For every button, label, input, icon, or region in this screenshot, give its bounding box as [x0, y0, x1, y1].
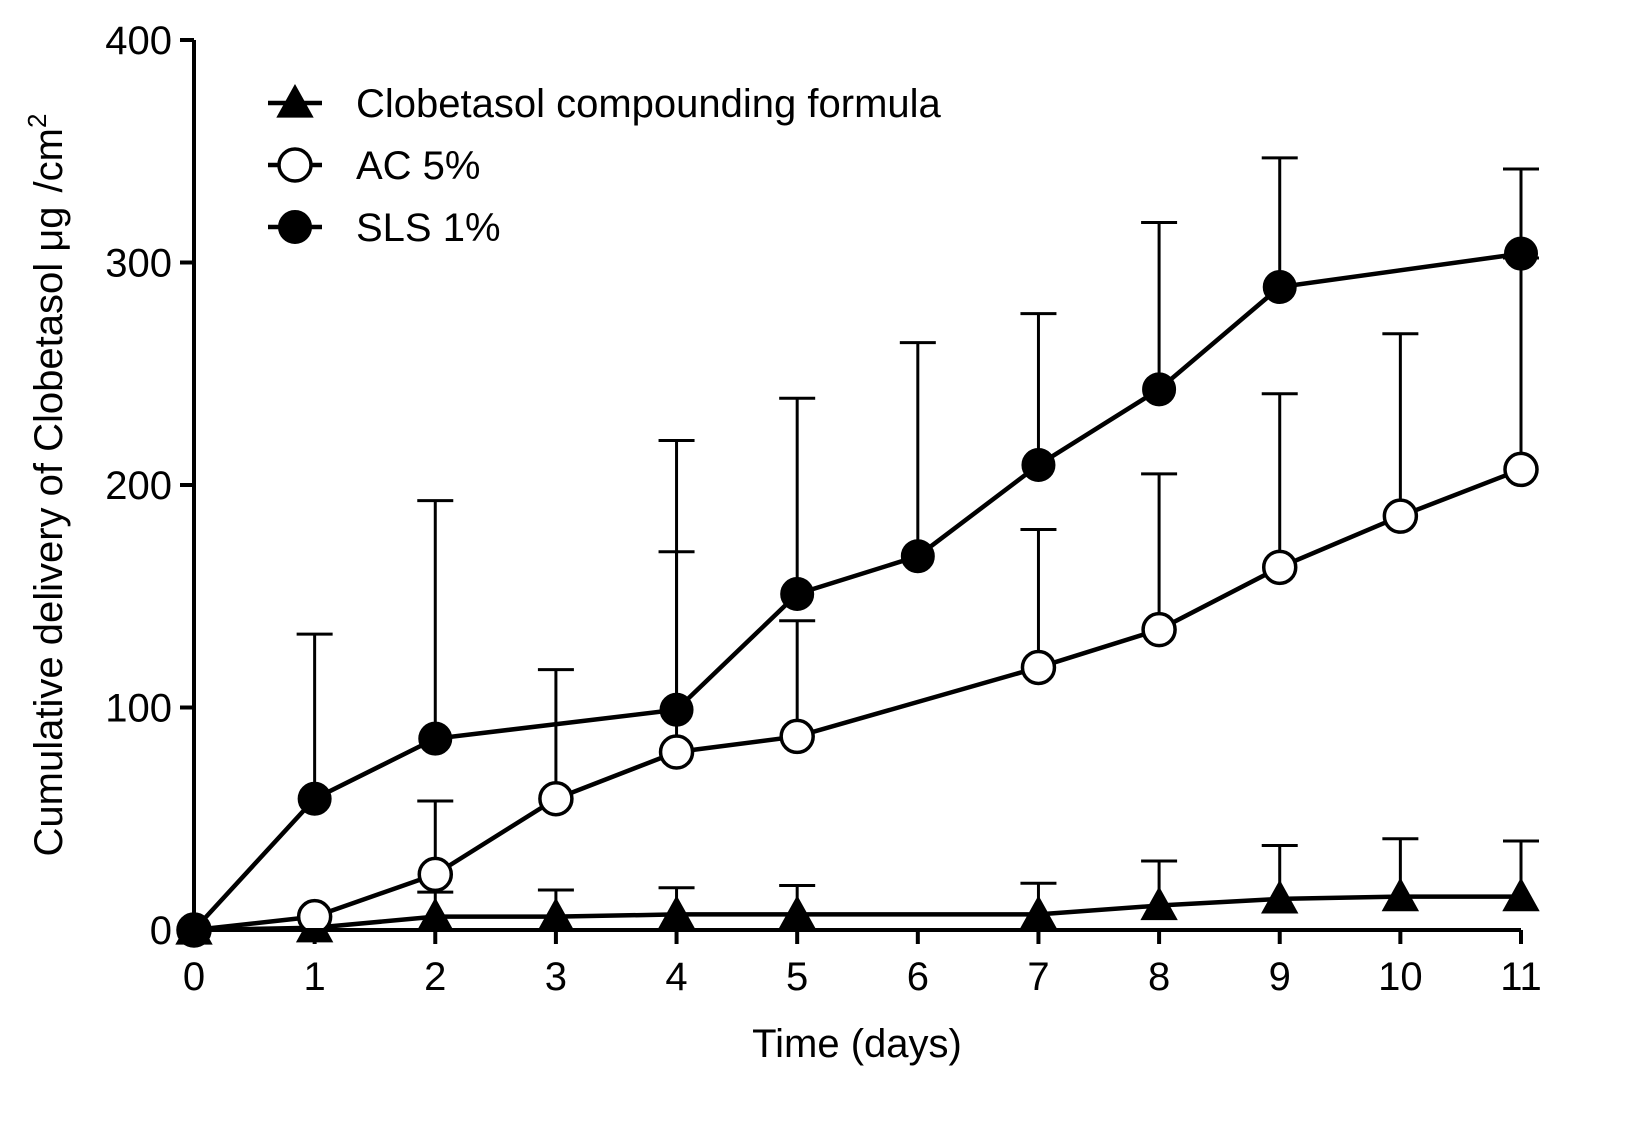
data-point-ac-5 [538, 780, 574, 817]
y-axis-title-main: Cumulative delivery of Clobetasol μg [27, 206, 71, 856]
series-line-sls-1 [192, 251, 1522, 932]
data-point-ac-5 [296, 898, 333, 935]
data-point-sls-1 [1142, 372, 1177, 407]
data-point-clobetasol-compounding-formula [1261, 879, 1299, 914]
x-tick-label: 4 [665, 955, 687, 999]
y-tick-label: 300 [105, 242, 172, 286]
x-tick-label: 0 [183, 955, 205, 999]
legend-label-sls-1: SLS 1% [356, 206, 501, 250]
y-axis-ticks: 0 100 200 300 400 [105, 19, 194, 953]
data-point-sls-1 [900, 539, 935, 574]
data-point-clobetasol-compounding-formula [1502, 877, 1540, 912]
data-point-clobetasol-compounding-formula [1381, 877, 1420, 912]
y-tick-label: 100 [105, 687, 172, 731]
x-tick-label: 8 [1148, 955, 1170, 999]
x-axis-title: Time (days) [752, 1022, 962, 1066]
data-point-ac-5 [1503, 451, 1539, 488]
data-markers [175, 236, 1540, 948]
data-point-ac-5 [1261, 549, 1298, 586]
legend-marker-ac-5 [277, 147, 313, 183]
x-tick-label: 5 [786, 955, 808, 999]
legend: Clobetasol compounding formula AC 5% SLS 1… [268, 82, 942, 250]
data-point-ac-5 [779, 718, 815, 755]
data-point-clobetasol-compounding-formula [1140, 886, 1178, 921]
series-line-ac-5 [193, 467, 1522, 933]
data-point-sls-1 [1021, 447, 1056, 482]
y-axis-title-sup: 2 [22, 114, 52, 128]
y-tick-label: 0 [150, 909, 172, 953]
legend-marker-sls-1 [278, 210, 312, 244]
data-point-ac-5 [1020, 649, 1057, 686]
x-tick-label: 11 [1500, 955, 1542, 999]
legend-label-clobetasol-compounding-formula: Clobetasol compounding formula [356, 82, 942, 126]
data-point-ac-5 [1382, 498, 1419, 534]
y-tick-label: 200 [105, 464, 172, 508]
x-tick-label: 1 [304, 955, 326, 999]
x-tick-label: 9 [1269, 955, 1291, 999]
data-point-sls-1 [1504, 236, 1538, 271]
x-axis-ticks: 0 1 2 3 4 5 6 7 8 9 10 11 [183, 930, 1542, 999]
data-point-ac-5 [417, 856, 454, 893]
x-tick-label: 3 [545, 955, 567, 999]
x-tick-label: 2 [424, 955, 446, 999]
y-axis-title: Cumulative delivery of Clobetasol μg/cm2 [22, 114, 71, 857]
data-point-sls-1 [659, 692, 694, 727]
y-tick-label: 400 [105, 19, 172, 63]
x-tick-label: 10 [1378, 955, 1423, 999]
legend-label-ac-5: AC 5% [356, 144, 481, 188]
data-point-sls-1 [780, 577, 815, 612]
error-bars [296, 156, 1539, 917]
data-point-sls-1 [297, 781, 332, 816]
legend-marker-clobetasol-compounding-formula [276, 83, 314, 118]
series-lines [192, 251, 1522, 933]
data-point-sls-1 [418, 721, 453, 756]
x-tick-label: 7 [1027, 955, 1049, 999]
x-tick-label: 6 [907, 955, 929, 999]
data-point-sls-1 [1262, 269, 1297, 304]
data-point-ac-5 [658, 734, 695, 770]
y-axis-title-unit: /cm [27, 128, 71, 192]
series-line-clobetasol-compounding-formula [193, 894, 1521, 933]
data-point-ac-5 [1141, 611, 1177, 648]
